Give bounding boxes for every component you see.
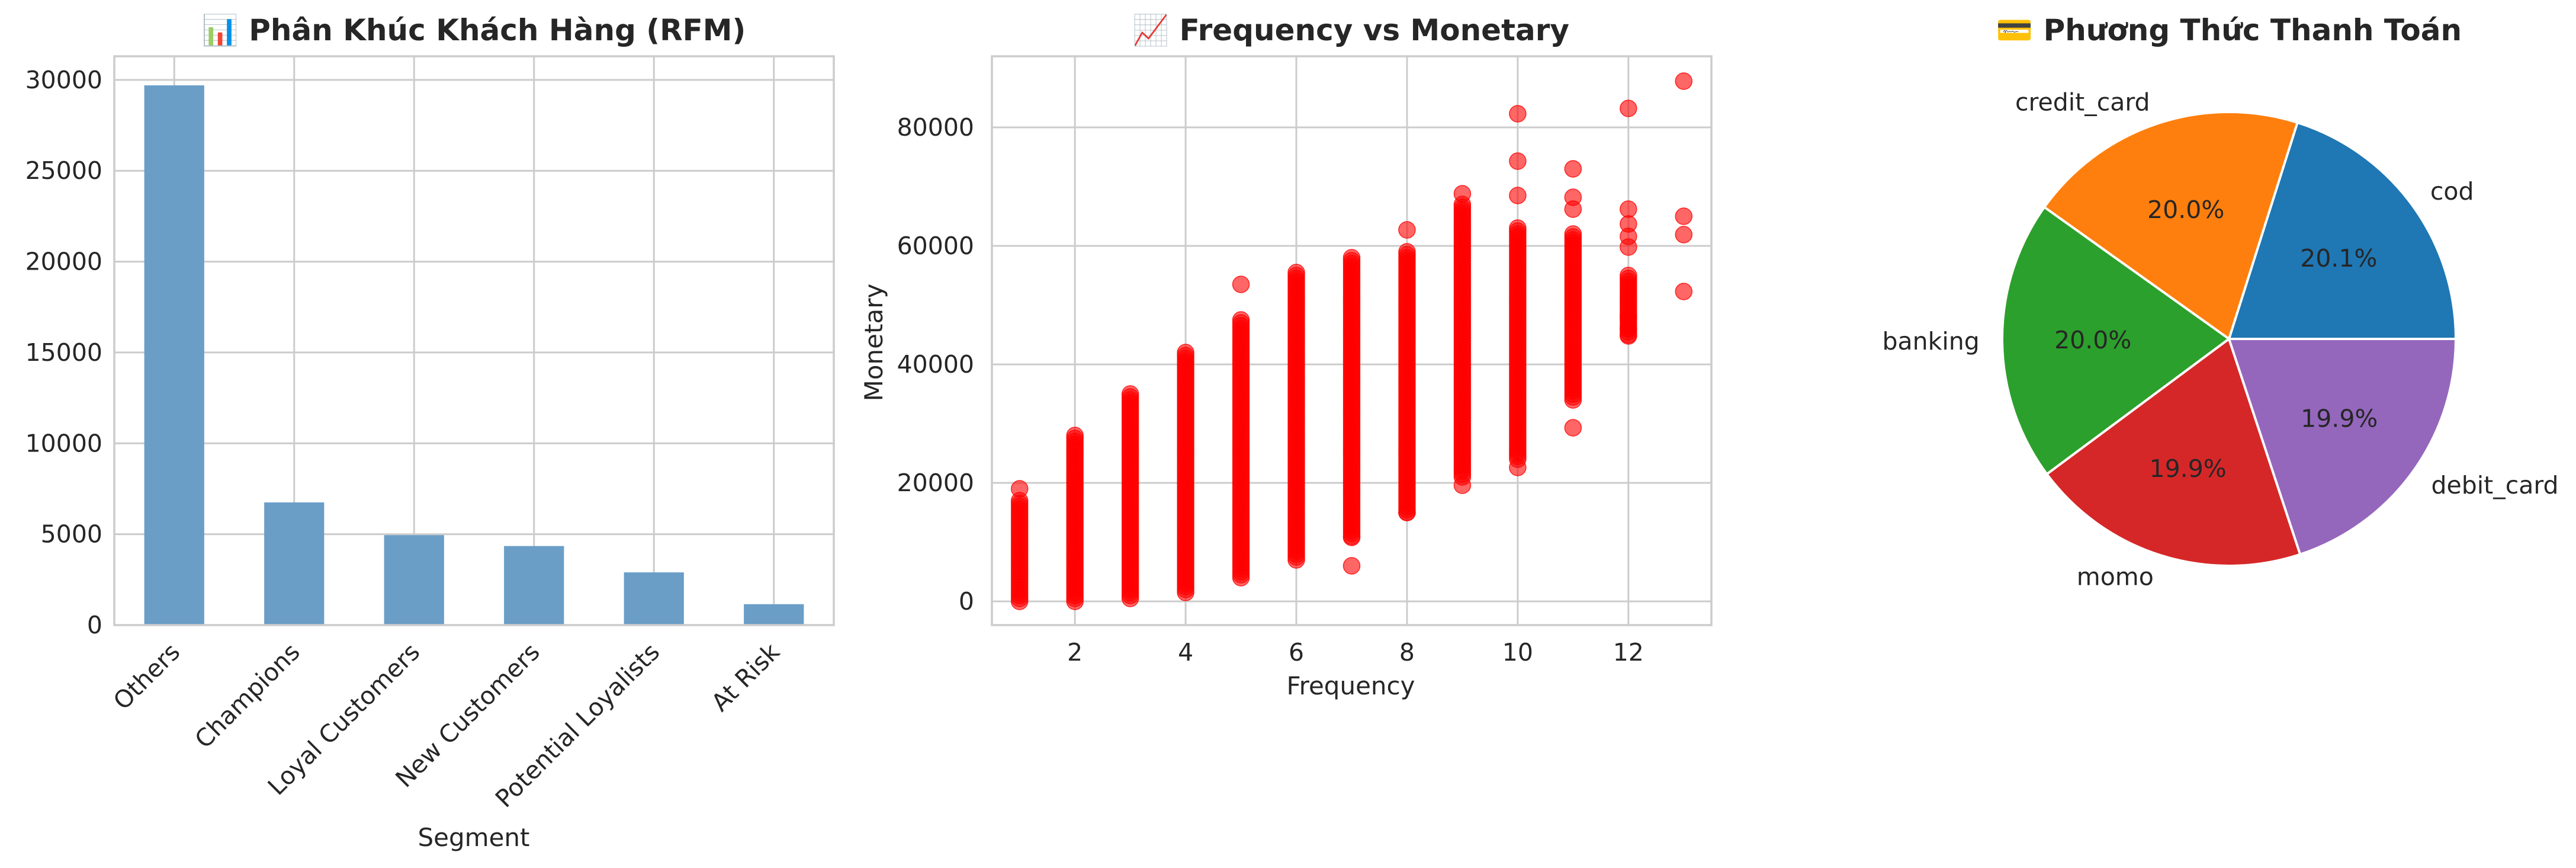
scatter-point [1398, 221, 1416, 239]
segment-bar-chart: 📊 Phân Khúc Khách Hàng (RFM) 0 5000 10000 1… [25, 13, 835, 852]
scatter-point [1232, 276, 1250, 293]
scatter-point [1564, 419, 1582, 437]
scatter-y-tick-label: 80000 [897, 113, 974, 142]
scatter-point [1287, 551, 1305, 569]
scatter-point [1564, 200, 1582, 218]
scatter-x-tick-label: 2 [1067, 638, 1083, 667]
scatter-x-tick-label: 12 [1613, 638, 1644, 667]
scatter-point [1453, 185, 1472, 203]
bar-y-tick-label: 20000 [25, 248, 102, 276]
scatter-y-tick-label: 20000 [897, 469, 974, 497]
scatter-x-tick-label: 8 [1399, 638, 1415, 667]
payment-method-pie: 💳 Phương Thức Thanh Toán 20.1% cod 20.0% cr… [1882, 13, 2558, 591]
bar-x-axis-label: Segment [418, 823, 530, 852]
bar-gridlines [114, 56, 834, 626]
scatter-title: 📈 Frequency vs Monetary [1132, 13, 1569, 47]
pie-category-label: debit_card [2431, 471, 2558, 499]
scatter-point [1342, 529, 1361, 546]
pie-slice-momo [2045, 337, 2302, 567]
pie-slices [2001, 111, 2458, 567]
scatter-point [1232, 569, 1250, 587]
pie-category-label: cod [2430, 177, 2474, 206]
bar-y-tick-label: 30000 [25, 66, 102, 94]
scatter-y-tick-label: 40000 [897, 350, 974, 379]
pie-pct-label: 20.1% [2300, 244, 2377, 273]
scatter-point [1010, 480, 1029, 498]
scatter-point [1620, 200, 1637, 218]
scatter-point [1342, 557, 1361, 575]
scatter-y-axis-label: Monetary [859, 284, 888, 402]
bar-series [144, 85, 804, 625]
bar-chart-title: 📊 Phân Khúc Khách Hàng (RFM) [202, 13, 746, 47]
bar-x-tick-label: Others [108, 638, 185, 715]
bar-x-tick-label: At Risk [706, 638, 785, 717]
scatter-point [1509, 187, 1527, 204]
scatter-point [1398, 504, 1416, 521]
scatter-point [1620, 238, 1637, 256]
pie-category-label: momo [2077, 563, 2154, 591]
scatter-point [1121, 590, 1139, 607]
scatter-point [1620, 327, 1637, 345]
scatter-y-ticks: 0 20000 40000 60000 80000 [897, 113, 974, 616]
bar-y-ticks: 0 5000 10000 15000 20000 25000 30000 [25, 66, 102, 639]
bar-y-tick-label: 15000 [25, 338, 102, 367]
bar-y-tick-label: 10000 [25, 429, 102, 457]
pie-pct-label: 20.0% [2147, 196, 2224, 224]
pie-category-label: credit_card [2015, 88, 2150, 116]
scatter-point [1177, 584, 1194, 601]
scatter-x-tick-label: 6 [1289, 638, 1304, 667]
pie-pct-label: 19.9% [2301, 405, 2378, 433]
scatter-point [1620, 100, 1637, 117]
scatter-point [1509, 459, 1527, 476]
scatter-point [1675, 207, 1693, 225]
scatter-x-tick-label: 4 [1178, 638, 1193, 667]
scatter-x-axis-label: Frequency [1287, 671, 1415, 700]
scatter-x-ticks: 2 4 6 8 10 12 [1067, 638, 1644, 667]
scatter-points [1010, 72, 1693, 610]
bar-champions [264, 502, 325, 625]
pie-slice-credit-card [2042, 111, 2299, 341]
scatter-point [1066, 592, 1084, 610]
scatter-plot-frame [991, 55, 1713, 626]
scatter-point [1509, 152, 1527, 170]
bar-plot-frame [113, 55, 835, 626]
pie-slice-cod [2227, 121, 2458, 340]
scatter-point [1010, 592, 1029, 610]
pie-slice-banking [2001, 205, 2231, 476]
frequency-monetary-scatter: 📈 Frequency vs Monetary 0 20000 40000 60000… [859, 13, 1713, 700]
bar-new-customers [504, 546, 564, 625]
bar-loyal-customers [384, 535, 444, 625]
scatter-point [1509, 105, 1527, 123]
pie-labels: 20.1% cod 20.0% credit_card 20.0% banking 19.9… [1882, 88, 2558, 591]
pie-pct-label: 20.0% [2054, 326, 2131, 354]
scatter-y-tick-label: 0 [959, 587, 974, 616]
pie-slice-debit-card [2227, 338, 2458, 556]
scatter-point [1564, 391, 1582, 409]
scatter-point [1564, 160, 1582, 178]
scatter-point [1675, 283, 1693, 300]
pie-category-label: banking [1882, 327, 1979, 355]
bar-others [144, 85, 204, 625]
pie-title: 💳 Phương Thức Thanh Toán [1996, 13, 2462, 47]
bar-potential-loyalists [624, 572, 684, 625]
scatter-y-tick-label: 60000 [897, 232, 974, 260]
scatter-point [1675, 226, 1693, 244]
bar-at-risk [744, 604, 804, 625]
scatter-x-tick-label: 10 [1502, 638, 1533, 667]
scatter-point [1453, 476, 1472, 494]
bar-y-tick-label: 5000 [41, 520, 102, 549]
bar-x-tick-label: Champions [189, 638, 306, 754]
bar-y-tick-label: 25000 [25, 156, 102, 185]
bar-y-tick-label: 0 [87, 611, 102, 639]
pie-pct-label: 19.9% [2150, 454, 2227, 483]
scatter-point [1675, 72, 1693, 90]
